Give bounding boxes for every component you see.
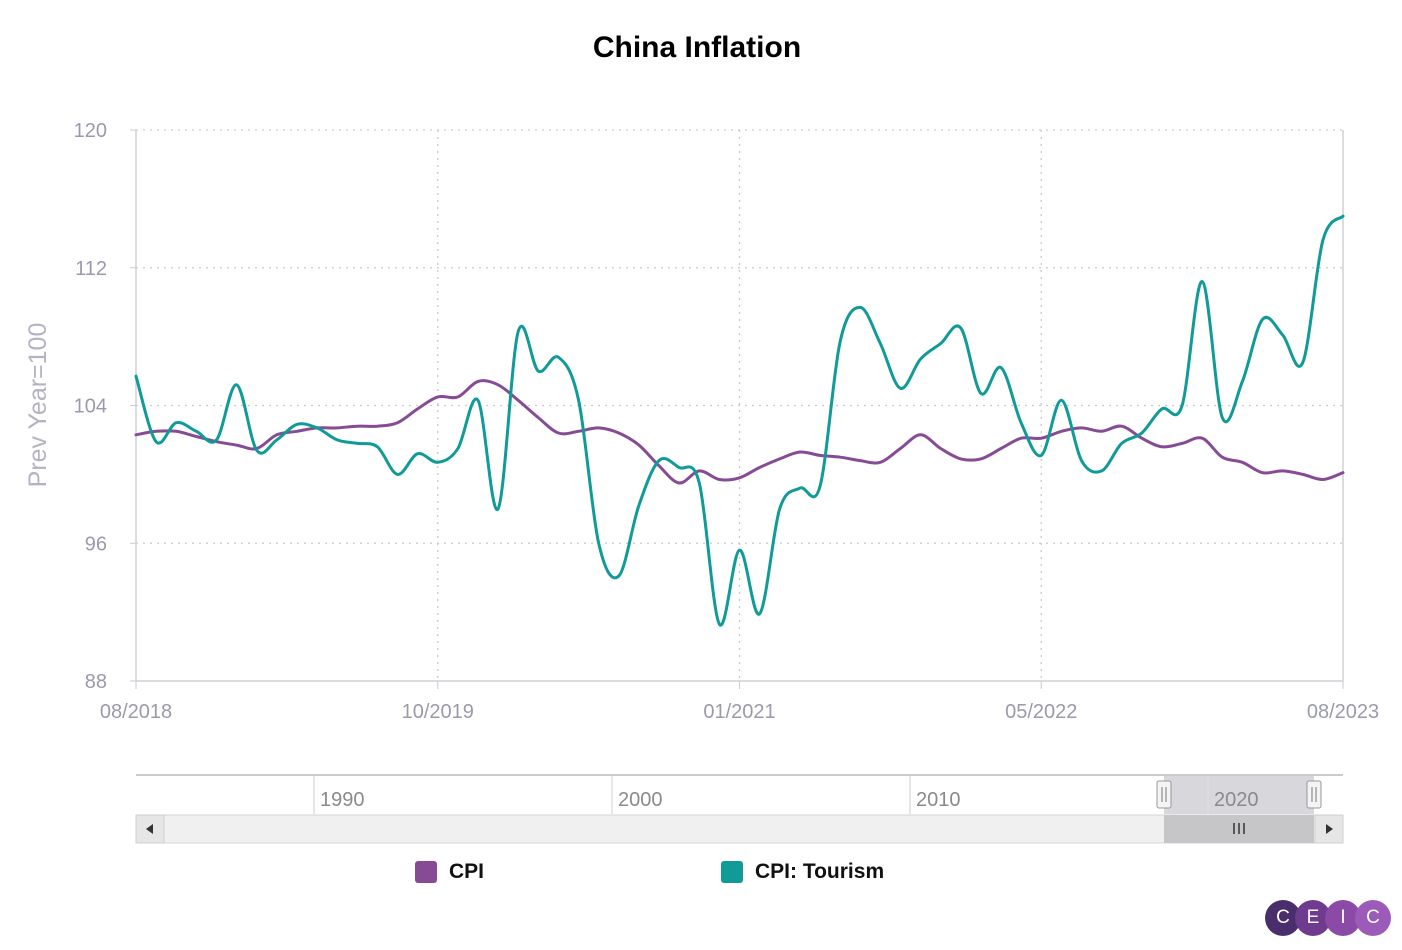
chart-title: China Inflation [593, 31, 801, 64]
cpi-swatch [415, 861, 437, 883]
y-tick-label: 112 [75, 258, 107, 280]
series-lines [134, 214, 1345, 627]
navigator-label: 2010 [916, 789, 961, 811]
y-tick-label: 120 [74, 120, 107, 142]
scrollbar-track [135, 814, 1344, 844]
cpi-tourism-swatch [721, 861, 743, 883]
navigator-label: 1990 [320, 789, 365, 811]
gridlines [136, 129, 1343, 681]
y-tick-label: 104 [74, 396, 107, 418]
legend-label-cpi: CPI [449, 860, 485, 883]
navigator-label: 2020 [1214, 789, 1259, 811]
legend-item-cpi[interactable]: CPI [415, 860, 484, 884]
x-tick-label: 10/2019 [402, 701, 474, 723]
x-tick-label: 01/2021 [703, 701, 775, 723]
legend-label-cpi-tourism: CPI: Tourism [755, 860, 885, 883]
arrow-right-icon [1326, 824, 1333, 834]
y-axis-label: Prev Year=100 [24, 323, 52, 488]
legend-item-cpi-tourism[interactable]: CPI: Tourism [721, 860, 884, 884]
handle-body [1156, 780, 1172, 809]
logo-letter: C [1355, 900, 1391, 936]
axes: 88 96 104 112 120 08/2018 10/2019 01/2021 05/202… [74, 120, 1380, 723]
y-tick-label: 88 [85, 671, 107, 693]
navigator-handle[interactable] [1306, 780, 1322, 809]
series-line-cpi [134, 379, 1345, 485]
ceic-logo: C E I C [1265, 900, 1391, 936]
x-tick-label: 08/2023 [1307, 701, 1379, 723]
navigator-selection [1164, 776, 1314, 814]
navigator-handle[interactable] [1156, 780, 1172, 809]
logo-letter: C [1265, 900, 1301, 936]
range-navigator[interactable]: 1990 2000 2010 2020 [135, 774, 1344, 844]
x-tick-label: 05/2022 [1005, 701, 1077, 723]
series-line-cpi-tourism [134, 214, 1345, 627]
logo-letter: E [1295, 900, 1331, 936]
handle-body [1306, 780, 1322, 809]
arrow-left-icon [146, 824, 153, 834]
y-tick-label: 96 [85, 533, 107, 555]
navigator-label: 2000 [618, 789, 663, 811]
x-tick-label: 08/2018 [100, 701, 172, 723]
